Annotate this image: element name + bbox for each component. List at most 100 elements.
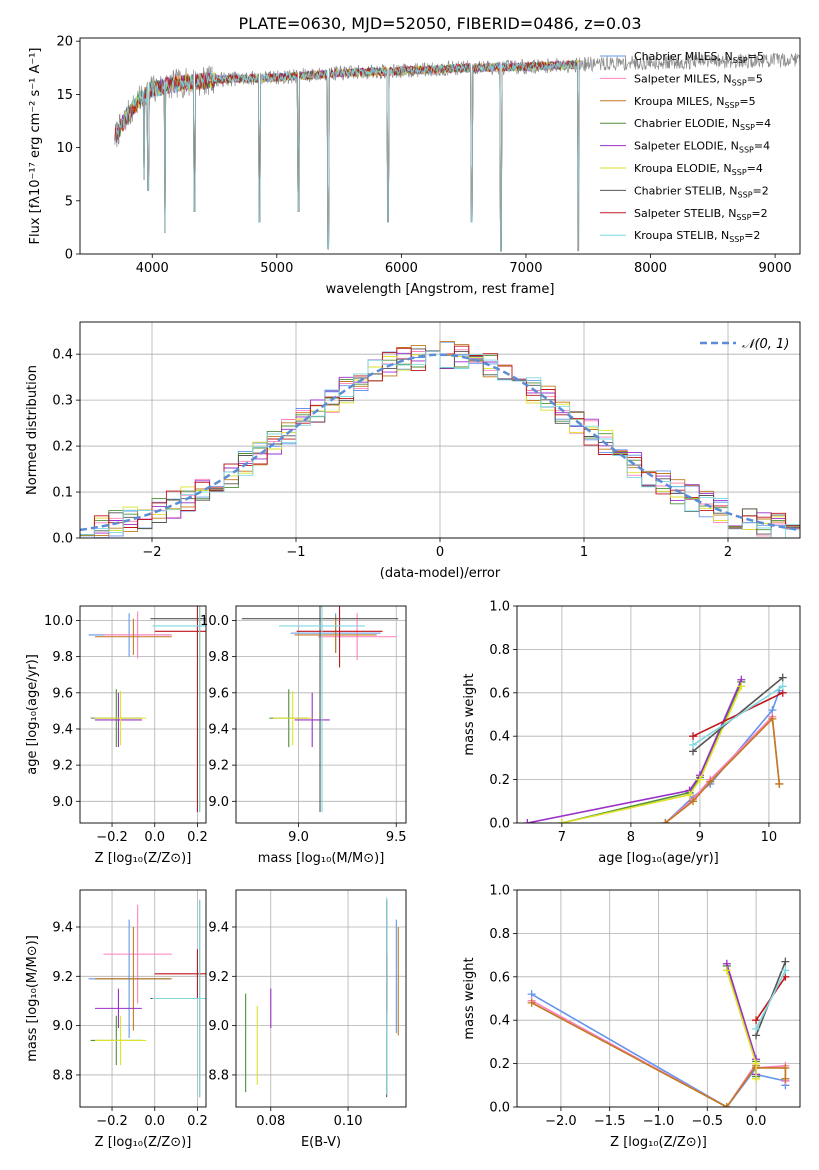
residual-hist-ytick-label: 0.0	[52, 532, 73, 547]
spectrum-legend-label: Kroupa STELIB, NSSP=2	[634, 229, 760, 244]
normal-reference-curve	[80, 353, 800, 532]
age-vs-mass-frame	[235, 605, 407, 824]
residual-hist-panel: −2 −1 0 1 2 0.0 0.1 0.2 0.3 0.4 (data-model)/error…	[25, 321, 801, 581]
residual-hist-line	[80, 351, 800, 538]
mass-weight-vs-age-series-line	[561, 681, 743, 823]
age-vs-mass-ytick-label: 10.0	[200, 614, 229, 629]
mass-weight-vs-age-xtick-label: 10	[761, 830, 778, 845]
mass-vs-Z-xtick-label: 0.0	[144, 1114, 165, 1129]
mass-weight-vs-Z-xtick-label: 0.0	[746, 1114, 767, 1129]
mass-vs-Z-ytick-label: 8.8	[52, 1068, 73, 1083]
mass-weight-vs-Z-xlabel: Z [log₁₀(Z/Z⊙)]	[610, 1135, 707, 1150]
mass-weight-vs-Z-frame	[516, 889, 801, 1108]
spectrum-xtick-label: 8000	[634, 261, 667, 276]
mass-weight-vs-age-xlabel: age [log₁₀(age/yr)]	[598, 851, 719, 866]
spectrum-ytick-label: 0	[65, 248, 73, 263]
mass-weight-vs-Z-marker	[527, 998, 536, 1007]
mass-weight-vs-age-marker	[689, 732, 698, 741]
spectrum-legend-label: Chabrier STELIB, NSSP=2	[634, 184, 769, 199]
mass-weight-vs-age-ytick-label: 0.6	[489, 686, 510, 701]
spectrum-legend-label: Chabrier MILES, NSSP=5	[634, 50, 764, 65]
mass-weight-vs-Z-ytick-label: 0.4	[489, 1014, 510, 1029]
spectrum-legend-label: Salpeter STELIB, NSSP=2	[634, 207, 768, 222]
mass-weight-vs-Z-xtick-label: −0.5	[692, 1114, 724, 1129]
mass-weight-vs-age-xtick-label: 8	[627, 830, 635, 845]
age-vs-mass-ytick-label: 9.6	[208, 686, 229, 701]
mass-weight-vs-Z-ylabel: mass weight	[462, 957, 477, 1039]
mass-weight-vs-Z-ytick-label: 0.6	[489, 970, 510, 985]
residual-hist-ytick-label: 0.3	[52, 394, 73, 409]
mass-weight-vs-Z-series-line	[755, 969, 787, 1030]
mass-weight-vs-Z-marker	[752, 1074, 761, 1083]
age-vs-Z-ytick-label: 9.6	[52, 686, 73, 701]
mass-weight-vs-age-series-line	[692, 692, 784, 737]
age-vs-Z-ylabel: age [log₁₀(age/yr)]	[25, 654, 40, 775]
age-vs-mass-xlabel: mass [log₁₀(M/M⊙)]	[258, 851, 385, 866]
age-vs-mass-ytick-label: 9.2	[208, 759, 229, 774]
figure-title: PLATE=0630, MJD=52050, FIBERID=0486, z=0…	[238, 14, 641, 33]
mass-vs-ebv-frame	[235, 889, 407, 1108]
mass-vs-ebv-ytick-label: 9.0	[208, 1019, 229, 1034]
mass-weight-vs-age-marker	[778, 673, 787, 682]
spectrum-xtick-label: 5000	[260, 261, 293, 276]
spectrum-xtick-label: 9000	[759, 261, 792, 276]
mass-weight-vs-Z-marker	[752, 1016, 761, 1025]
age-vs-Z-ytick-label: 9.2	[52, 759, 73, 774]
age-vs-Z-xtick-label: 0.0	[144, 830, 165, 845]
mass-weight-vs-age-marker	[768, 714, 777, 723]
mass-weight-vs-age-series-line	[664, 690, 781, 823]
mass-weight-vs-Z-ytick-label: 0.2	[489, 1057, 510, 1072]
mass-weight-vs-age-plot-area	[523, 673, 787, 823]
age-vs-Z-xtick-label: 0.2	[187, 830, 208, 845]
spectrum-xtick-label: 4000	[136, 261, 169, 276]
mass-weight-vs-age-ylabel: mass weight	[462, 673, 477, 755]
mass-vs-Z-ytick-label: 9.2	[52, 970, 73, 985]
mass-weight-vs-Z-xtick-label: −1.5	[594, 1114, 626, 1129]
spectrum-ytick-label: 10	[56, 141, 73, 156]
age-vs-Z-ytick-label: 10.0	[44, 614, 73, 629]
mass-weight-vs-Z-marker	[781, 1074, 790, 1083]
residual-hist-frame	[79, 321, 801, 539]
mass-vs-Z-xtick-label: 0.2	[187, 1114, 208, 1129]
mass-weight-vs-Z-xtick-label: −2.0	[545, 1114, 577, 1129]
mass-vs-Z-ytick-label: 9.4	[52, 920, 73, 935]
mass-weight-vs-age-marker	[689, 740, 698, 749]
age-vs-Z-ytick-label: 9.0	[52, 795, 73, 810]
mass-weight-vs-age-marker	[661, 819, 670, 823]
mass-vs-ebv-xtick-label: 0.08	[256, 1114, 285, 1129]
mass-vs-Z-frame	[79, 889, 207, 1108]
mass-vs-Z-plot-area	[88, 899, 206, 1098]
mass-vs-ebv-panel: 0.08 0.10 8.8 9.0 9.2 9.4 E(B-V)	[208, 889, 407, 1150]
age-vs-Z-panel: −0.2 0.0 0.2 9.0 9.2 9.4 9.6 9.8 10.0 Z [log₁₀(Z/…	[25, 605, 208, 866]
mass-weight-vs-age-xtick-label: 9	[696, 830, 704, 845]
residual-hist-ytick-label: 0.1	[52, 486, 73, 501]
mass-weight-vs-age-ytick-label: 1.0	[489, 600, 510, 615]
mass-weight-vs-age-frame	[516, 605, 801, 824]
age-vs-Z-ytick-label: 9.4	[52, 722, 73, 737]
mass-vs-ebv-ytick-label: 8.8	[208, 1068, 229, 1083]
mass-vs-ebv-xlabel: E(B-V)	[301, 1135, 341, 1150]
age-vs-Z-xtick-label: −0.2	[96, 830, 128, 845]
spectrum-legend-label: Kroupa ELODIE, NSSP=4	[634, 162, 763, 177]
residual-hist-xtick-label: −1	[286, 545, 305, 560]
mass-vs-ebv-plot-area	[245, 897, 399, 1098]
mass-weight-vs-Z-marker	[781, 1063, 790, 1072]
mass-weight-vs-Z-marker	[781, 957, 790, 966]
age-vs-Z-xlabel: Z [log₁₀(Z/Z⊙)]	[95, 851, 192, 866]
mass-weight-vs-Z-marker	[722, 966, 731, 975]
residual-hist-xlabel: (data-model)/error	[380, 566, 501, 581]
spectrum-ytick-label: 5	[65, 194, 73, 209]
spectrum-plot-area	[114, 52, 800, 252]
spectrum-legend-label: Salpeter ELODIE, NSSP=4	[634, 140, 770, 155]
residual-legend-label: 𝒩(0, 1)	[742, 337, 789, 352]
mass-vs-Z-ylabel: mass [log₁₀(M/M⊙)]	[25, 935, 40, 1062]
mass-weight-vs-age-marker	[737, 682, 746, 691]
mass-weight-vs-age-marker	[523, 819, 532, 823]
residual-hist-ytick-label: 0.4	[52, 348, 73, 363]
mass-weight-vs-age-marker	[706, 777, 715, 786]
residual-hist-ytick-label: 0.2	[52, 440, 73, 455]
residual-hist-xtick-label: −2	[142, 545, 161, 560]
mass-weight-vs-age-marker	[685, 790, 694, 799]
mass-weight-vs-age-ytick-label: 0.0	[489, 817, 510, 832]
mass-weight-vs-age-marker	[778, 682, 787, 691]
